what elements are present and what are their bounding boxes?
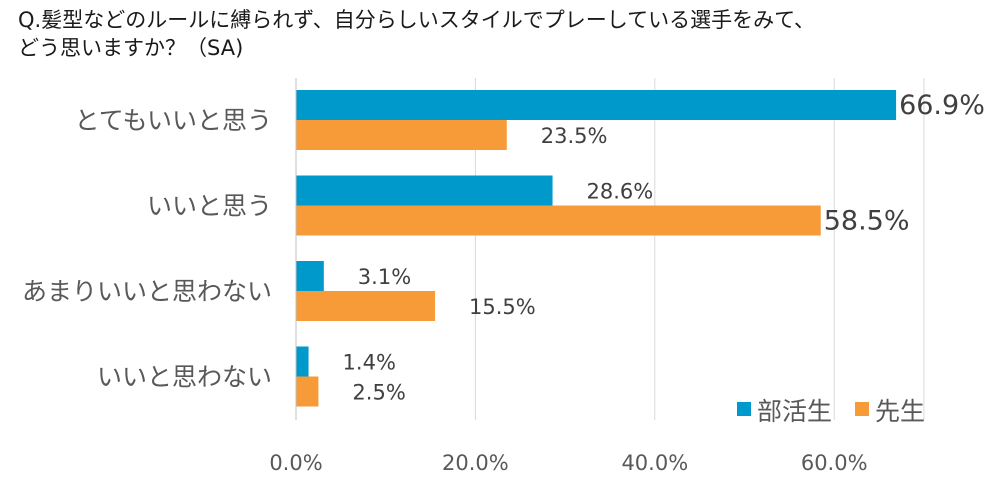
category-label: あまりいいと思わない: [22, 277, 272, 306]
bar: [296, 175, 553, 206]
x-tick-label: 0.0%: [269, 451, 322, 475]
data-label: 15.5%: [469, 295, 536, 319]
data-label: 3.1%: [358, 265, 411, 289]
data-label: 1.4%: [343, 351, 396, 375]
data-label: 28.6%: [587, 180, 654, 204]
x-tick-label: 40.0%: [621, 451, 688, 475]
legend-label: 先生: [875, 397, 925, 426]
data-label: 23.5%: [541, 124, 608, 148]
bar: [296, 261, 324, 291]
x-tick-label: 20.0%: [442, 451, 509, 475]
bar: [296, 90, 897, 120]
data-label: 58.5%: [824, 206, 910, 237]
bar: [296, 205, 821, 236]
bar: [296, 120, 507, 150]
bar: [296, 346, 309, 377]
category-label: とてもいいと思う: [74, 106, 272, 135]
bar: [296, 376, 319, 407]
category-label: いいと思う: [147, 192, 272, 221]
data-label: 2.5%: [352, 381, 405, 405]
legend-swatch: [737, 402, 751, 416]
legend-label: 部活生: [757, 397, 832, 426]
legend-swatch: [855, 402, 869, 416]
x-tick-label: 60.0%: [801, 451, 868, 475]
bar: [296, 291, 436, 321]
data-label: 66.9%: [899, 90, 985, 121]
category-label: いいと思わない: [97, 363, 272, 392]
chart-title: Q.髪型などのルールに縛られず、自分らしいスタイルでプレーしている選手をみて、 …: [18, 8, 816, 60]
